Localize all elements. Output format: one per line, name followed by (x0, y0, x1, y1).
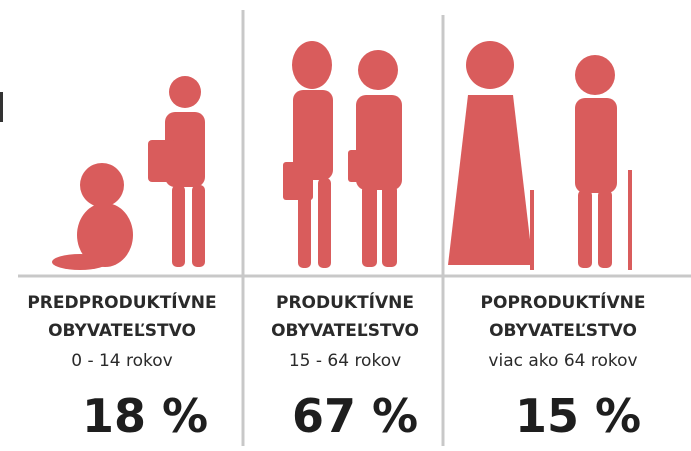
group-title: OBYVATEĽSTVO (271, 321, 419, 341)
age-range: 15 - 64 rokov (289, 351, 401, 371)
group-title: PRODUKTÍVNE (276, 291, 414, 313)
age-range: viac ako 64 rokov (488, 351, 637, 371)
figures (52, 41, 632, 270)
edge-mark (0, 92, 3, 122)
share: 67 % (292, 389, 418, 443)
group-title: PREDPRODUKTÍVNE (27, 291, 216, 313)
group-title: OBYVATEĽSTVO (489, 321, 637, 341)
share: 15 % (515, 389, 641, 443)
age-range: 0 - 14 rokov (71, 351, 173, 371)
group-title: OBYVATEĽSTVO (48, 321, 196, 341)
share: 18 % (82, 389, 208, 443)
group-title: POPRODUKTÍVNE (481, 291, 646, 313)
